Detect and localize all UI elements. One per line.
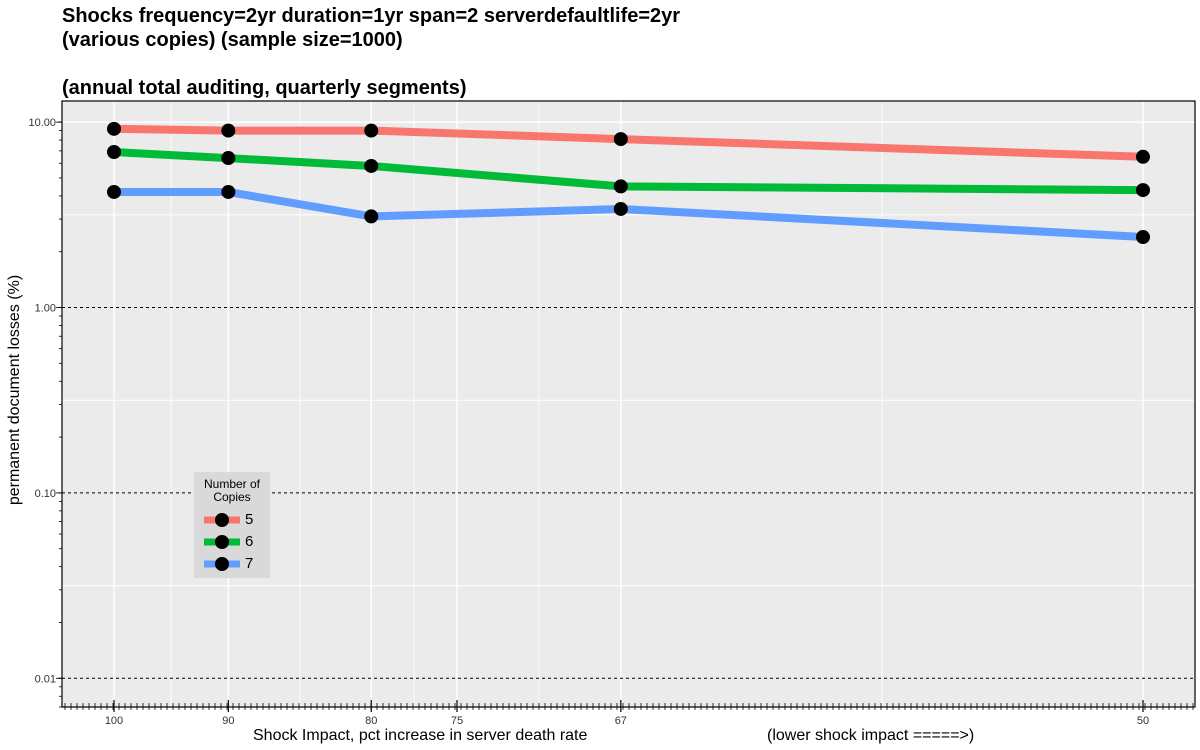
chart-title: Shocks frequency=2yr duration=1yr span=2… [62,4,680,100]
legend-key-5 [204,513,240,527]
legend: Number of Copies 5 6 7 [194,472,270,578]
data-point-5 [221,123,236,138]
x-tick-label: 100 [105,715,123,727]
legend-label-7: 7 [245,555,254,572]
x-tick-label: 50 [1137,715,1149,727]
title-line-4: (annual total auditing, quarterly segmen… [62,77,467,99]
data-point-5 [613,132,628,147]
data-point-5 [364,123,379,138]
title-line-1: Shocks frequency=2yr duration=1yr span=2… [62,5,681,27]
data-point-6 [364,158,379,173]
data-point-7 [107,184,121,199]
data-point-6 [107,144,121,159]
data-point-6 [613,179,628,194]
y-tick-label: 1.00 [35,303,56,315]
x-tick-label: 75 [451,715,463,727]
data-point-5 [1136,149,1150,164]
data-point-7 [364,209,379,224]
legend-item-6: 6 [202,531,266,553]
data-point-7 [221,184,236,199]
x-tick-label: 80 [365,715,377,727]
legend-key-6 [204,535,240,549]
y-tick-label: 0.10 [35,488,56,500]
legend-item-7: 7 [202,553,266,575]
data-point-7 [613,201,628,216]
plot-border [61,100,1196,708]
data-point-5 [107,121,121,136]
data-point-6 [1136,183,1150,198]
plot-panel [62,101,1195,707]
y-tick-label: 10.00 [28,117,56,129]
data-point-6 [221,151,236,166]
legend-label-5: 5 [245,511,254,528]
legend-label-6: 6 [245,533,254,550]
x-axis-label: Shock Impact, pct increase in server dea… [253,727,588,744]
x-axis-note: (lower shock impact =====>) [767,727,975,744]
legend-title: Number of Copies [194,478,270,504]
legend-key-7 [204,557,240,571]
legend-item-5: 5 [202,509,266,531]
legend-title-line-2: Copies [213,490,251,504]
x-tick-label: 67 [615,715,627,727]
data-point-7 [1136,230,1150,245]
y-tick-label: 0.01 [35,673,56,685]
title-line-2: (various copies) (sample size=1000) [62,29,403,51]
x-tick-label: 90 [222,715,234,727]
legend-title-line-1: Number of [203,477,261,491]
y-axis-label: permanent document losses (%) [6,274,23,506]
